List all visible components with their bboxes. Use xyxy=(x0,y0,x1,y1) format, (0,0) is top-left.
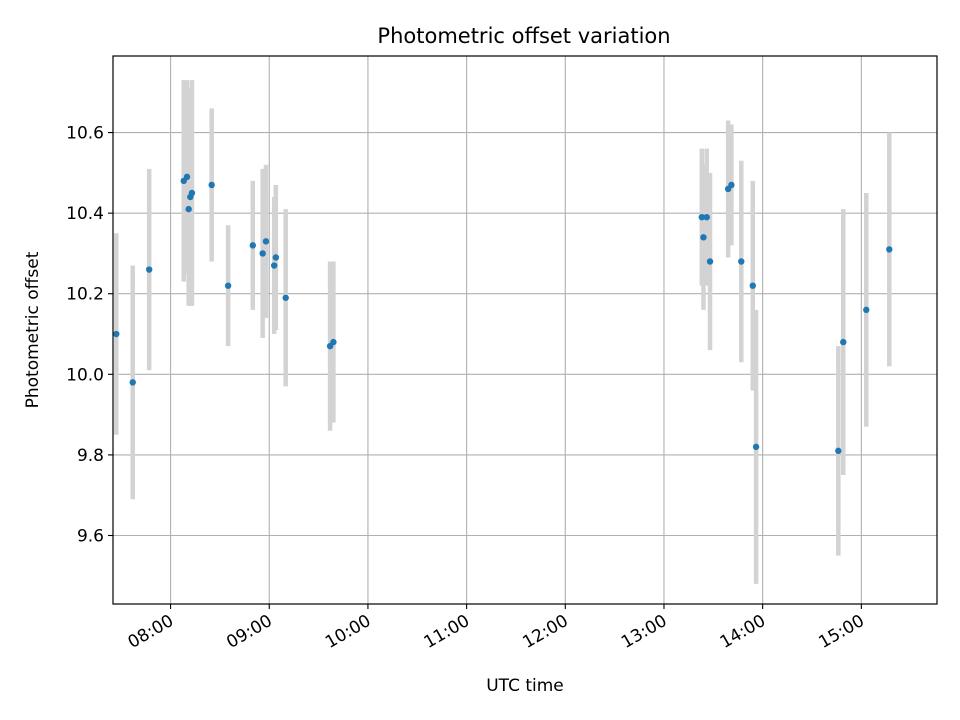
data-point xyxy=(728,181,735,189)
data-point xyxy=(703,213,710,221)
x-axis-title: UTC time xyxy=(486,676,564,696)
data-point xyxy=(840,338,847,346)
data-point xyxy=(706,258,714,265)
data-point xyxy=(835,447,842,455)
data-point xyxy=(749,282,756,289)
chart-title: Photometric offset variation xyxy=(377,24,670,48)
y-tick-label: 10.0 xyxy=(66,365,104,385)
y-tick-label: 10.4 xyxy=(66,204,104,224)
data-point xyxy=(113,330,120,338)
data-point xyxy=(863,306,870,314)
data-point xyxy=(129,379,136,386)
y-tick-label: 10.6 xyxy=(66,124,104,144)
data-point xyxy=(270,262,278,269)
data-point xyxy=(752,443,760,451)
data-point xyxy=(700,234,707,241)
plot-frame xyxy=(112,55,938,605)
data-points xyxy=(113,173,893,455)
y-tick-label: 9.6 xyxy=(77,527,104,547)
data-point xyxy=(330,338,337,346)
data-point xyxy=(224,282,232,289)
data-point xyxy=(738,258,745,265)
y-axis-title: Photometric offset xyxy=(23,251,43,408)
data-point xyxy=(188,189,196,197)
data-point xyxy=(282,294,289,301)
data-point xyxy=(185,205,192,213)
data-point xyxy=(886,246,893,253)
y-axis-ticks: 9.6 9.8 10.0 10.2 10.4 10.6 xyxy=(66,124,113,547)
data-point xyxy=(208,181,215,189)
grid-lines xyxy=(113,56,937,604)
data-point xyxy=(249,242,257,249)
y-tick-label: 10.2 xyxy=(66,285,104,305)
data-point xyxy=(272,254,280,261)
y-tick-label: 9.8 xyxy=(77,446,104,466)
data-point xyxy=(698,213,706,221)
data-point xyxy=(183,173,191,181)
data-point xyxy=(262,238,270,245)
data-point xyxy=(259,250,266,257)
data-point xyxy=(145,266,153,273)
